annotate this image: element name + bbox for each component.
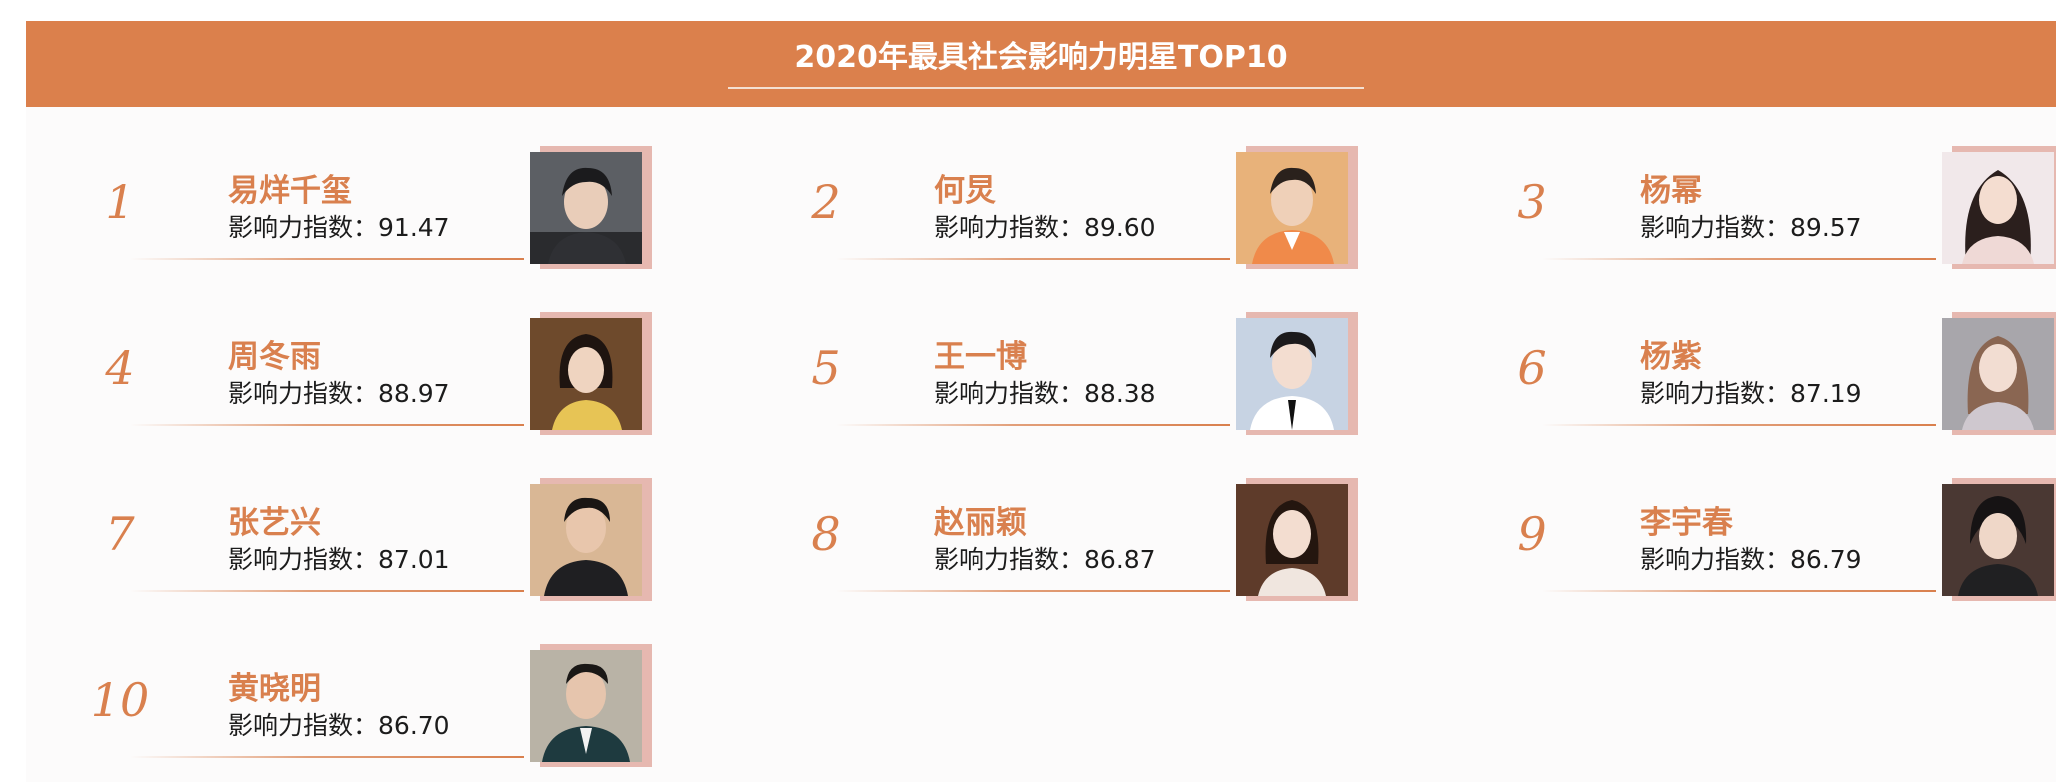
celebrity-name: 杨紫 bbox=[1640, 339, 1702, 375]
rank-number: 2 bbox=[811, 175, 841, 229]
rank-number: 7 bbox=[105, 507, 135, 561]
rank-number: 8 bbox=[811, 507, 841, 561]
title-banner: 2020年最具社会影响力明星TOP10 bbox=[26, 21, 2056, 107]
card-underline bbox=[1542, 590, 1936, 592]
influence-score: 影响力指数：89.57 bbox=[1640, 212, 1862, 244]
ranking-panel: 2020年最具社会影响力明星TOP10 1 易烊千玺 影响力指数：91.47 2… bbox=[26, 21, 2056, 782]
score-value: 86.79 bbox=[1790, 545, 1862, 574]
score-label: 影响力指数： bbox=[1640, 213, 1791, 242]
card-underline bbox=[130, 756, 524, 758]
influence-score: 影响力指数：88.38 bbox=[934, 378, 1156, 410]
score-value: 88.38 bbox=[1084, 379, 1156, 408]
score-label: 影响力指数： bbox=[934, 213, 1085, 242]
celebrity-photo bbox=[530, 484, 642, 596]
celebrity-card-4: 4 周冬雨 影响力指数：88.97 bbox=[80, 312, 652, 442]
celebrity-name: 周冬雨 bbox=[228, 339, 321, 375]
celebrity-name: 黄晓明 bbox=[228, 671, 321, 707]
influence-score: 影响力指数：89.60 bbox=[934, 212, 1156, 244]
rank-number: 4 bbox=[105, 341, 135, 395]
rank-number: 3 bbox=[1517, 175, 1547, 229]
rank-number: 6 bbox=[1517, 341, 1547, 395]
page-title: 2020年最具社会影响力明星TOP10 bbox=[794, 40, 1288, 75]
celebrity-card-9: 9 李宇春 影响力指数：86.79 bbox=[1492, 478, 2056, 608]
celebrity-photo bbox=[530, 650, 642, 762]
rank-number: 10 bbox=[90, 673, 150, 727]
celebrity-photo bbox=[1942, 484, 2054, 596]
score-label: 影响力指数： bbox=[934, 379, 1085, 408]
celebrity-card-3: 3 杨幂 影响力指数：89.57 bbox=[1492, 146, 2056, 276]
card-underline bbox=[836, 424, 1230, 426]
celebrity-photo bbox=[1236, 318, 1348, 430]
celebrity-name: 张艺兴 bbox=[228, 505, 321, 541]
score-label: 影响力指数： bbox=[228, 711, 379, 740]
celebrity-name: 李宇春 bbox=[1640, 505, 1733, 541]
celebrity-card-1: 1 易烊千玺 影响力指数：91.47 bbox=[80, 146, 652, 276]
card-underline bbox=[1542, 258, 1936, 260]
card-underline bbox=[130, 424, 524, 426]
score-label: 影响力指数： bbox=[1640, 545, 1791, 574]
influence-score: 影响力指数：86.70 bbox=[228, 710, 450, 742]
score-label: 影响力指数： bbox=[228, 379, 379, 408]
score-value: 86.70 bbox=[378, 711, 450, 740]
influence-score: 影响力指数：87.19 bbox=[1640, 378, 1862, 410]
celebrity-name: 王一博 bbox=[934, 339, 1027, 375]
celebrity-photo bbox=[530, 318, 642, 430]
score-value: 89.60 bbox=[1084, 213, 1156, 242]
card-underline bbox=[130, 590, 524, 592]
card-underline bbox=[836, 258, 1230, 260]
celebrity-card-10: 10 黄晓明 影响力指数：86.70 bbox=[80, 644, 652, 774]
celebrity-photo bbox=[1942, 318, 2054, 430]
celebrity-card-2: 2 何炅 影响力指数：89.60 bbox=[786, 146, 1358, 276]
score-value: 87.19 bbox=[1790, 379, 1862, 408]
celebrity-name: 何炅 bbox=[934, 173, 996, 209]
celebrity-name: 杨幂 bbox=[1640, 173, 1702, 209]
score-label: 影响力指数： bbox=[1640, 379, 1791, 408]
celebrity-photo bbox=[1942, 152, 2054, 264]
score-value: 91.47 bbox=[378, 213, 450, 242]
rank-number: 5 bbox=[811, 341, 841, 395]
celebrity-card-7: 7 张艺兴 影响力指数：87.01 bbox=[80, 478, 652, 608]
score-label: 影响力指数： bbox=[228, 213, 379, 242]
celebrity-name: 赵丽颖 bbox=[934, 505, 1027, 541]
title-underline bbox=[728, 87, 1364, 89]
celebrity-card-6: 6 杨紫 影响力指数：87.19 bbox=[1492, 312, 2056, 442]
rank-number: 9 bbox=[1517, 507, 1547, 561]
card-underline bbox=[1542, 424, 1936, 426]
influence-score: 影响力指数：86.87 bbox=[934, 544, 1156, 576]
score-value: 89.57 bbox=[1790, 213, 1862, 242]
score-value: 88.97 bbox=[378, 379, 450, 408]
influence-score: 影响力指数：87.01 bbox=[228, 544, 450, 576]
score-value: 86.87 bbox=[1084, 545, 1156, 574]
influence-score: 影响力指数：91.47 bbox=[228, 212, 450, 244]
celebrity-card-5: 5 王一博 影响力指数：88.38 bbox=[786, 312, 1358, 442]
card-underline bbox=[836, 590, 1230, 592]
celebrity-photo bbox=[1236, 484, 1348, 596]
celebrity-card-8: 8 赵丽颖 影响力指数：86.87 bbox=[786, 478, 1358, 608]
influence-score: 影响力指数：86.79 bbox=[1640, 544, 1862, 576]
celebrity-name: 易烊千玺 bbox=[228, 173, 352, 209]
influence-score: 影响力指数：88.97 bbox=[228, 378, 450, 410]
rank-number: 1 bbox=[105, 175, 135, 229]
score-label: 影响力指数： bbox=[228, 545, 379, 574]
card-underline bbox=[130, 258, 524, 260]
celebrity-photo bbox=[530, 152, 642, 264]
celebrity-photo bbox=[1236, 152, 1348, 264]
score-value: 87.01 bbox=[378, 545, 450, 574]
score-label: 影响力指数： bbox=[934, 545, 1085, 574]
